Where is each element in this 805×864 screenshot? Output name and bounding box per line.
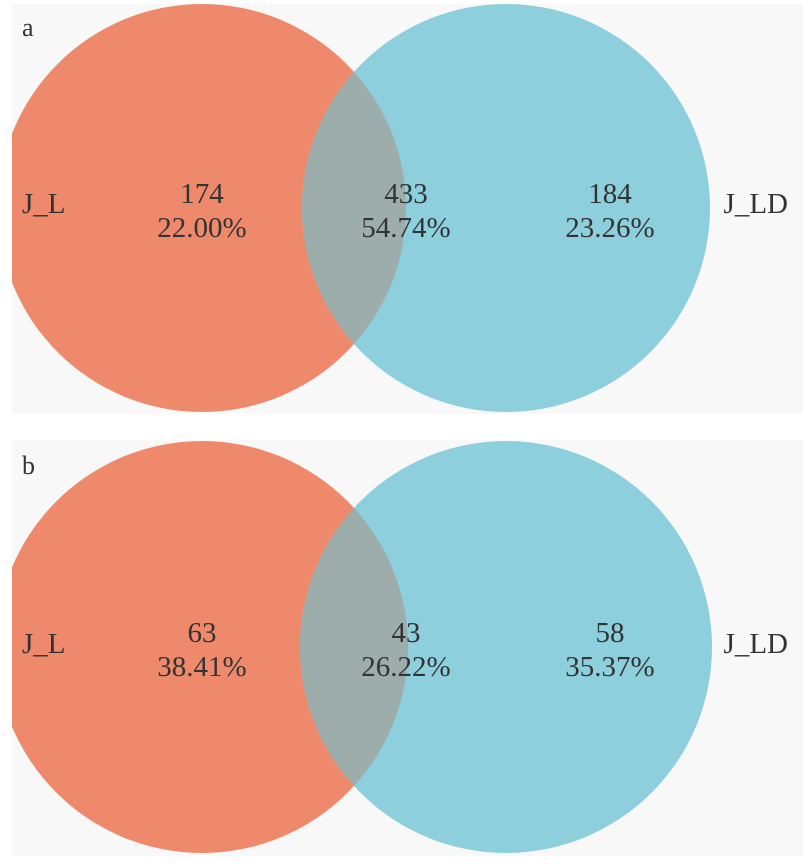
left-only-count: 63 <box>188 617 217 649</box>
overlap-percent: 54.74% <box>361 212 450 244</box>
venn-panel-a: a J_L J_LD 174 22.00% 433 54.74% 184 23.… <box>12 4 803 414</box>
left-set-label: J_L <box>22 628 66 660</box>
right-only-percent: 23.26% <box>565 212 654 244</box>
overlap-count: 433 <box>384 178 428 210</box>
panel-letter: b <box>22 451 35 480</box>
circle-j-ld <box>302 4 710 412</box>
venn-diagram-a: a J_L J_LD 174 22.00% 433 54.74% 184 23.… <box>12 4 788 412</box>
overlap-percent: 26.22% <box>361 651 450 683</box>
right-set-label: J_LD <box>724 188 788 220</box>
right-only-count: 58 <box>596 617 625 649</box>
right-only-count: 184 <box>588 178 632 210</box>
left-only-percent: 38.41% <box>157 651 246 683</box>
right-set-label: J_LD <box>724 628 788 660</box>
left-only-percent: 22.00% <box>157 212 246 244</box>
venn-panel-b: b J_L J_LD 63 38.41% 43 26.22% 58 35.37% <box>12 440 803 856</box>
overlap-count: 43 <box>392 617 421 649</box>
right-only-percent: 35.37% <box>565 651 654 683</box>
panel-letter: a <box>22 13 34 42</box>
left-only-count: 174 <box>180 178 224 210</box>
circle-j-l <box>12 4 406 412</box>
venn-diagram-b: b J_L J_LD 63 38.41% 43 26.22% 58 35.37% <box>12 441 788 853</box>
circle-j-l <box>12 441 408 853</box>
left-set-label: J_L <box>22 188 66 220</box>
circle-j-ld <box>300 441 712 853</box>
